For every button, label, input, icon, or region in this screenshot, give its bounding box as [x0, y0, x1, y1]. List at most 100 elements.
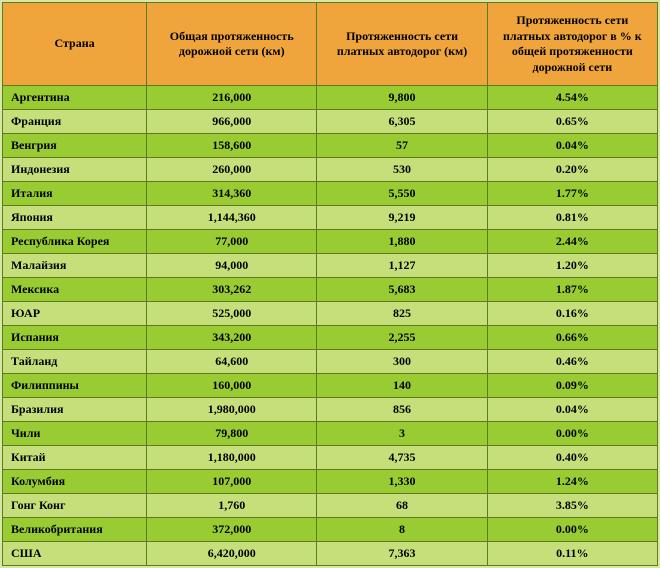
cell-toll: 2,255	[317, 326, 487, 350]
table-row: Китай1,180,0004,7350.40%	[3, 446, 658, 470]
cell-toll: 9,800	[317, 86, 487, 110]
cell-total: 343,200	[147, 326, 317, 350]
cell-country: США	[3, 542, 147, 566]
cell-toll: 4,735	[317, 446, 487, 470]
cell-country: Филиппины	[3, 374, 147, 398]
cell-percent: 0.66%	[487, 326, 657, 350]
cell-percent: 4.54%	[487, 86, 657, 110]
col-total: Общая протяженность дорожной сети (км)	[147, 3, 317, 86]
table-row: Великобритания372,00080.00%	[3, 518, 658, 542]
cell-country: Республика Корея	[3, 230, 147, 254]
cell-toll: 57	[317, 134, 487, 158]
cell-toll: 68	[317, 494, 487, 518]
cell-percent: 1.87%	[487, 278, 657, 302]
cell-country: Бразилия	[3, 398, 147, 422]
cell-total: 94,000	[147, 254, 317, 278]
cell-toll: 5,683	[317, 278, 487, 302]
cell-total: 158,600	[147, 134, 317, 158]
cell-toll: 530	[317, 158, 487, 182]
cell-toll: 825	[317, 302, 487, 326]
cell-percent: 0.11%	[487, 542, 657, 566]
cell-total: 372,000	[147, 518, 317, 542]
cell-country: Великобритания	[3, 518, 147, 542]
cell-country: Чили	[3, 422, 147, 446]
cell-toll: 1,330	[317, 470, 487, 494]
cell-toll: 300	[317, 350, 487, 374]
cell-total: 1,760	[147, 494, 317, 518]
cell-percent: 0.00%	[487, 422, 657, 446]
cell-percent: 0.81%	[487, 206, 657, 230]
cell-percent: 0.04%	[487, 134, 657, 158]
cell-total: 107,000	[147, 470, 317, 494]
col-toll: Протяженность сети платных автодорог (км…	[317, 3, 487, 86]
cell-toll: 3	[317, 422, 487, 446]
cell-country: ЮАР	[3, 302, 147, 326]
cell-percent: 3.85%	[487, 494, 657, 518]
cell-toll: 1,127	[317, 254, 487, 278]
toll-roads-table: Страна Общая протяженность дорожной сети…	[2, 2, 658, 566]
table-row: Колумбия107,0001,3301.24%	[3, 470, 658, 494]
cell-country: Франция	[3, 110, 147, 134]
cell-toll: 5,550	[317, 182, 487, 206]
cell-country: Малайзия	[3, 254, 147, 278]
table-row: Италия314,3605,5501.77%	[3, 182, 658, 206]
cell-percent: 0.09%	[487, 374, 657, 398]
table-row: Мексика303,2625,6831.87%	[3, 278, 658, 302]
table-row: Франция966,0006,3050.65%	[3, 110, 658, 134]
cell-toll: 6,305	[317, 110, 487, 134]
cell-toll: 140	[317, 374, 487, 398]
cell-total: 79,800	[147, 422, 317, 446]
table-row: США6,420,0007,3630.11%	[3, 542, 658, 566]
cell-percent: 0.65%	[487, 110, 657, 134]
cell-total: 966,000	[147, 110, 317, 134]
cell-percent: 1.24%	[487, 470, 657, 494]
table-row: ЮАР525,0008250.16%	[3, 302, 658, 326]
cell-toll: 9,219	[317, 206, 487, 230]
table-row: Республика Корея77,0001,8802.44%	[3, 230, 658, 254]
cell-total: 1,144,360	[147, 206, 317, 230]
cell-percent: 0.40%	[487, 446, 657, 470]
cell-country: Аргентина	[3, 86, 147, 110]
cell-percent: 0.20%	[487, 158, 657, 182]
cell-percent: 1.77%	[487, 182, 657, 206]
cell-country: Мексика	[3, 278, 147, 302]
cell-percent: 2.44%	[487, 230, 657, 254]
cell-total: 303,262	[147, 278, 317, 302]
cell-toll: 8	[317, 518, 487, 542]
table-header: Страна Общая протяженность дорожной сети…	[3, 3, 658, 86]
cell-total: 260,000	[147, 158, 317, 182]
table-row: Тайланд64,6003000.46%	[3, 350, 658, 374]
cell-total: 160,000	[147, 374, 317, 398]
cell-country: Тайланд	[3, 350, 147, 374]
table-body: Аргентина216,0009,8004.54%Франция966,000…	[3, 86, 658, 566]
col-country: Страна	[3, 3, 147, 86]
cell-country: Италия	[3, 182, 147, 206]
cell-total: 216,000	[147, 86, 317, 110]
cell-country: Венгрия	[3, 134, 147, 158]
cell-country: Индонезия	[3, 158, 147, 182]
cell-total: 77,000	[147, 230, 317, 254]
cell-toll: 856	[317, 398, 487, 422]
cell-total: 525,000	[147, 302, 317, 326]
cell-percent: 0.16%	[487, 302, 657, 326]
cell-toll: 7,363	[317, 542, 487, 566]
table-row: Венгрия158,600570.04%	[3, 134, 658, 158]
table-row: Индонезия260,0005300.20%	[3, 158, 658, 182]
cell-total: 64,600	[147, 350, 317, 374]
cell-percent: 0.04%	[487, 398, 657, 422]
table-row: Чили79,80030.00%	[3, 422, 658, 446]
cell-country: Испания	[3, 326, 147, 350]
cell-country: Китай	[3, 446, 147, 470]
cell-total: 6,420,000	[147, 542, 317, 566]
table-row: Бразилия1,980,0008560.04%	[3, 398, 658, 422]
cell-percent: 0.00%	[487, 518, 657, 542]
cell-percent: 0.46%	[487, 350, 657, 374]
cell-country: Япония	[3, 206, 147, 230]
table-row: Малайзия94,0001,1271.20%	[3, 254, 658, 278]
table-row: Аргентина216,0009,8004.54%	[3, 86, 658, 110]
cell-total: 314,360	[147, 182, 317, 206]
cell-percent: 1.20%	[487, 254, 657, 278]
table-row: Филиппины160,0001400.09%	[3, 374, 658, 398]
table-container: Страна Общая протяженность дорожной сети…	[0, 0, 660, 568]
table-row: Гонг Конг1,760683.85%	[3, 494, 658, 518]
